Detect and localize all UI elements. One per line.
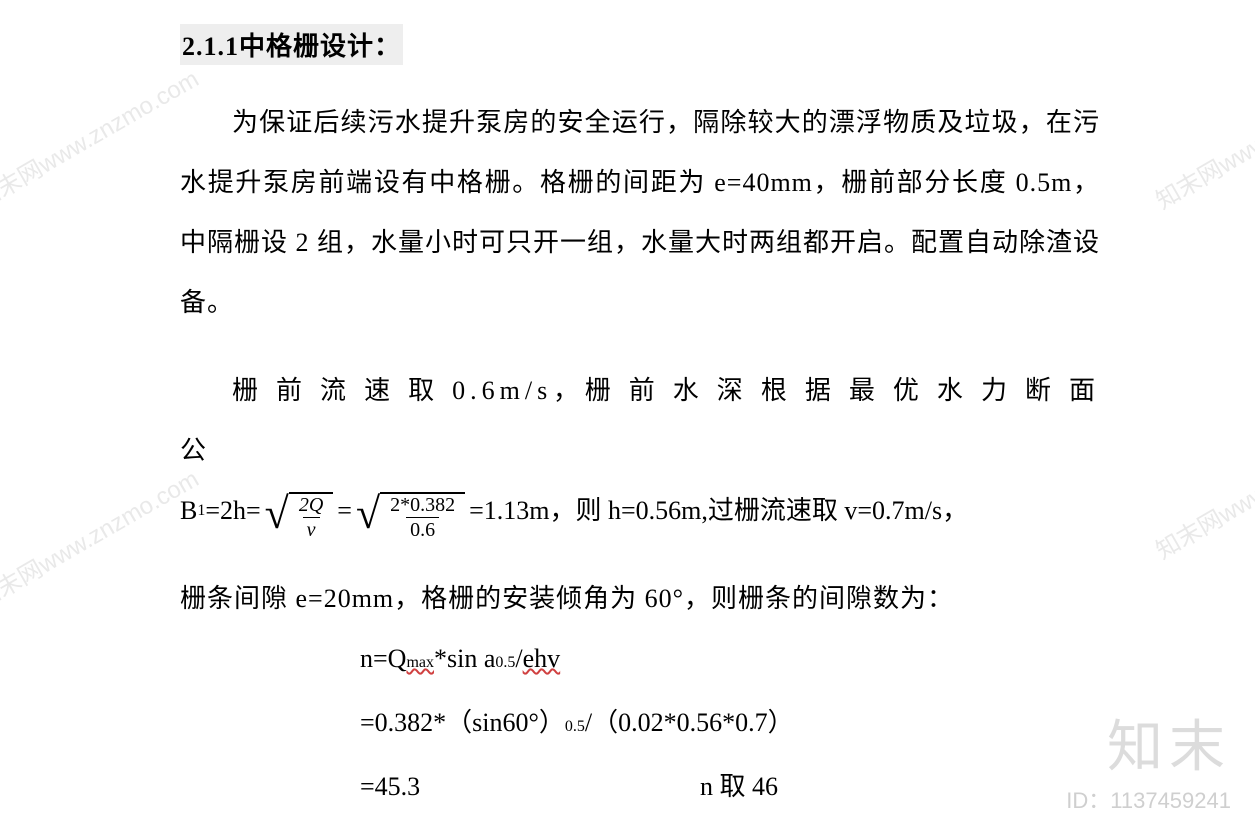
equation-line-1: n=Qmax*sin a0.5/ehv <box>360 629 1100 693</box>
watermark-text: 知末网www.znzmo.com <box>0 459 204 615</box>
eq1-a: n=Q <box>360 629 406 689</box>
eq1-sup: 0.5 <box>495 633 515 693</box>
watermark-logo: 知末 <box>1107 702 1231 783</box>
eq2-a: =0.382*（sin60°） <box>360 693 565 753</box>
document-page: 2.1.1中格栅设计： 为保证后续污水提升泵房的安全运行，隔除较大的漂浮物质及垃… <box>180 24 1100 817</box>
sqrt2-num: 2*0.382 <box>386 494 459 517</box>
eq1-b: *sin <box>434 629 477 689</box>
watermark-text: 知末网www.znzmo.com <box>1148 59 1255 215</box>
sqrt1-num: 2Q <box>295 494 327 517</box>
formula-lhs-b: B <box>180 481 197 541</box>
equation-line-2: =0.382*（sin60°）0.5/（0.02*0.56*0.7） <box>360 693 1100 757</box>
paragraph-1: 为保证后续污水提升泵房的安全运行，隔除较大的漂浮物质及垃圾，在污水提升泵房前端设… <box>180 93 1100 333</box>
formula-eq1: =2h= <box>205 481 260 541</box>
sqrt2-den: 0.6 <box>406 517 439 541</box>
equation-line-3: =45.3 n 取 46 <box>360 757 1100 817</box>
watermark-text: 知末网www.znzmo.com <box>1148 409 1255 565</box>
radical-icon: √ <box>265 492 289 543</box>
paragraph-3: 栅条间隙 e=20mm，格栅的安装倾角为 60°，则栅条的间隙数为： <box>180 569 1100 629</box>
sqrt-2: √ 2*0.382 0.6 <box>356 492 465 543</box>
paragraph-2-line1: 栅 前 流 速 取 0.6m/s，栅 前 水 深 根 据 最 优 水 力 断 面… <box>180 361 1100 481</box>
equation-block: n=Qmax*sin a0.5/ehv =0.382*（sin60°）0.5/（… <box>360 629 1100 817</box>
eq3-b: n 取 46 <box>700 757 778 817</box>
eq3-a: =45.3 <box>360 757 700 817</box>
formula-eq2: = <box>337 481 352 541</box>
radical-icon: √ <box>356 492 380 543</box>
eq2-sup: 0.5 <box>565 697 585 757</box>
eq1-sub: max <box>406 633 434 693</box>
eq1-d: / <box>515 629 522 689</box>
sqrt1-den: v <box>303 517 320 541</box>
section-heading: 2.1.1中格栅设计： <box>180 24 403 65</box>
formula-lhs-sub: 1 <box>197 481 205 541</box>
eq1-c: a <box>484 629 496 689</box>
formula-line: B1 =2h= √ 2Q v = √ 2*0.382 0.6 =1.13m，则 … <box>180 481 1100 541</box>
eq2-b: /（0.02*0.56*0.7） <box>585 693 794 753</box>
eq1-e: ehv <box>523 629 561 689</box>
sqrt-1: √ 2Q v <box>265 492 334 543</box>
watermark-text: 知末网www.znzmo.com <box>0 59 204 215</box>
formula-rhs: =1.13m，则 h=0.56m,过栅流速取 v=0.7m/s， <box>469 481 968 541</box>
